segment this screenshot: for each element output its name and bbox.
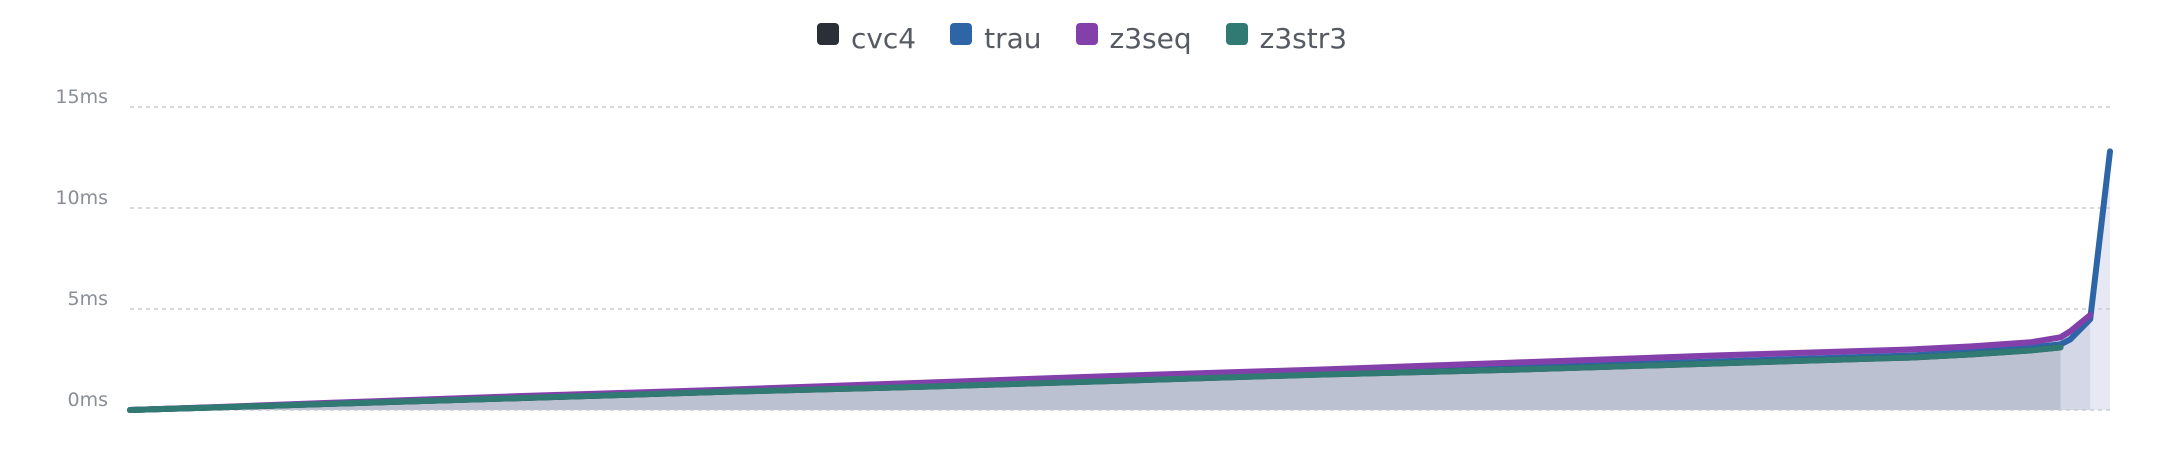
- y-axis-ticks: 0ms 5ms 10ms 15ms: [55, 86, 108, 411]
- legend-label-z3seq: z3seq: [1109, 22, 1192, 55]
- legend-label-cvc4: cvc4: [850, 22, 917, 55]
- legend-item-z3seq[interactable]: z3seq: [1075, 22, 1192, 55]
- series-line-z3str3: [127, 344, 2064, 413]
- legend-label-z3str3: z3str3: [1259, 22, 1348, 55]
- legend-swatch-z3seq: [1075, 22, 1098, 45]
- y-tick-label: 5ms: [68, 288, 109, 310]
- y-tick-label: 0ms: [68, 389, 109, 411]
- chart-legend: cvc4 trau z3seq z3str3: [0, 22, 2164, 55]
- shaded-bands: [130, 151, 2110, 410]
- legend-swatch-trau: [950, 22, 973, 45]
- y-tick-label: 15ms: [55, 86, 108, 108]
- legend-item-trau[interactable]: trau: [950, 22, 1042, 55]
- grid-lines: [130, 106, 2110, 411]
- area-z3str3: [130, 347, 2061, 410]
- legend-item-z3str3[interactable]: z3str3: [1225, 22, 1348, 55]
- y-tick-label: 10ms: [55, 187, 108, 209]
- series-lines: [127, 148, 2113, 413]
- legend-label-trau: trau: [984, 22, 1042, 55]
- legend-item-cvc4[interactable]: cvc4: [816, 22, 917, 55]
- legend-swatch-z3str3: [1225, 22, 1248, 45]
- legend-swatch-cvc4: [816, 22, 839, 45]
